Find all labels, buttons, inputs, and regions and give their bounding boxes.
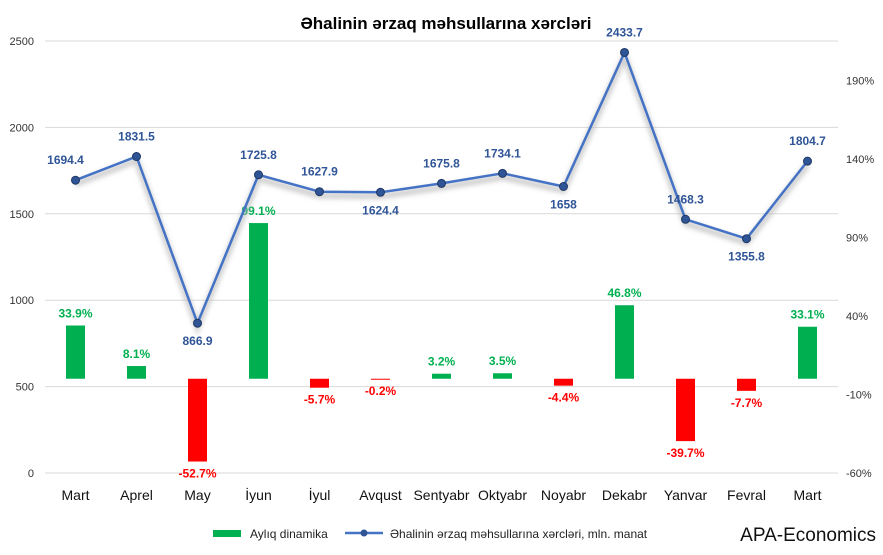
legend-bar-label: Aylıq dinamika [250, 527, 328, 541]
x-tick-label: Yanvar [664, 487, 708, 503]
line-point [742, 234, 751, 244]
left-tick-label: 0 [28, 468, 34, 480]
line-data-label: 1658 [550, 197, 577, 211]
right-axis: -60% -10% 40% 90% 140% 190% [846, 75, 874, 480]
bar-data-label: 46.8% [607, 286, 641, 300]
left-tick-label: 2500 [10, 36, 34, 48]
bar-data-label: -52.7% [178, 467, 216, 481]
x-tick-label: Avqust [359, 487, 402, 503]
right-tick-label: 140% [846, 154, 874, 166]
bar [188, 378, 207, 462]
x-tick-label: Mart [62, 487, 90, 503]
line-point [193, 318, 202, 328]
left-tick-label: 1500 [10, 209, 34, 221]
line-data-label: 1627.9 [301, 165, 338, 179]
line-data-label: 1725.8 [240, 148, 277, 162]
bar [371, 378, 390, 380]
chart-title: Əhalinin ərzaq məhsullarına xərcləri [300, 14, 591, 33]
bar-data-label: -39.7% [666, 446, 704, 460]
line-point [254, 170, 263, 180]
left-axis: 0 500 1000 1500 2000 2500 [10, 36, 34, 480]
left-tick-label: 2000 [10, 122, 34, 134]
line-data-label: 1468.3 [667, 192, 704, 206]
legend-line-label: Əhalinin ərzaq məhsullarına xərcləri, ml… [390, 527, 648, 541]
bar-data-label: -7.7% [731, 396, 763, 410]
right-tick-label: 40% [846, 311, 868, 323]
left-tick-label: 1000 [10, 295, 34, 307]
bar-series: 33.9% 8.1% -52.7% 99.1% -5.7% -0.2% 3.2% 3.5% -4… [58, 204, 824, 480]
x-tick-label: Dekabr [602, 487, 647, 503]
bar [798, 326, 817, 379]
x-tick-label: Fevral [727, 487, 766, 503]
right-tick-label: 90% [846, 232, 868, 244]
bar [676, 378, 695, 442]
bar-data-label: 8.1% [123, 347, 151, 361]
legend-bar-swatch [213, 530, 241, 537]
left-tick-label: 500 [16, 382, 34, 394]
line-data-label: 1804.7 [789, 134, 826, 148]
x-tick-label: Aprel [120, 487, 153, 503]
x-tick-label: May [184, 487, 210, 503]
bar-data-label: 3.5% [489, 354, 517, 368]
line-point [437, 178, 446, 188]
line-point [132, 152, 141, 162]
right-tick-label: 190% [846, 75, 874, 87]
right-tick-label: -10% [846, 389, 872, 401]
bar-data-label: -5.7% [304, 393, 336, 407]
bar [493, 373, 512, 379]
bar-data-label: 33.9% [58, 306, 92, 320]
bar-data-label: -0.2% [365, 384, 397, 398]
line-data-label: 1675.8 [423, 156, 460, 170]
bar [615, 305, 634, 379]
line-point [620, 47, 629, 57]
bar-data-label: 99.1% [241, 204, 275, 218]
line-point [559, 181, 568, 191]
line-point [376, 187, 385, 197]
right-tick-label: -60% [846, 468, 872, 480]
bar [432, 373, 451, 379]
line-point [681, 214, 690, 224]
line-point [803, 156, 812, 166]
x-tick-label: Noyabr [541, 487, 586, 503]
line-data-label: 866.9 [182, 334, 212, 348]
bar [127, 366, 146, 379]
line-data-label: 1831.5 [118, 130, 155, 144]
gridlines [45, 40, 838, 474]
x-tick-label: Mart [794, 487, 822, 503]
x-tick-label: İyun [245, 486, 271, 503]
x-axis: Mart Aprel May İyun İyul Avqust Sentyabr Oktyab… [62, 486, 822, 503]
line-data-label: 1734.1 [484, 146, 521, 160]
line-series: 1694.4 1831.5 866.9 1725.8 1627.9 1624.4 1675.… [47, 25, 826, 348]
bar [310, 378, 329, 388]
line-data-label: 1355.8 [728, 250, 765, 264]
line-point [498, 168, 507, 178]
line-point [315, 187, 324, 197]
bar [554, 378, 573, 386]
line-data-label: 1624.4 [362, 203, 399, 217]
brand-label: APA-Economics [740, 525, 876, 546]
line-data-label: 2433.7 [606, 25, 643, 39]
bar [66, 325, 85, 379]
x-tick-label: Oktyabr [478, 487, 527, 503]
bar [737, 378, 756, 391]
bar-data-label: 33.1% [790, 308, 824, 322]
line-data-label: 1694.4 [47, 153, 84, 167]
x-tick-label: Sentyabr [413, 487, 469, 503]
x-tick-label: İyul [309, 486, 331, 503]
legend-line-marker [360, 529, 368, 537]
bar-data-label: 3.2% [428, 355, 456, 369]
bar-data-label: -4.4% [548, 391, 580, 405]
legend: Aylıq dinamika Əhalinin ərzaq məhsulları… [213, 527, 648, 541]
line-point [71, 175, 80, 185]
bar [249, 223, 268, 379]
